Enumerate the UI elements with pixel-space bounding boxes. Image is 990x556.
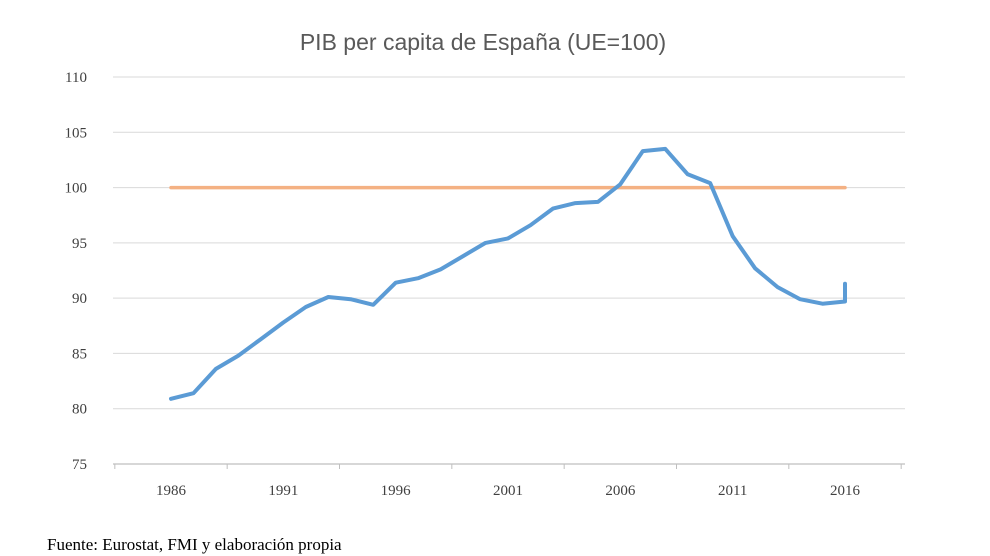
x-tick-label: 2011	[718, 483, 747, 499]
y-tick-label: 75	[72, 457, 87, 473]
x-tick-label: 1986	[156, 483, 187, 499]
source-note: Fuente: Eurostat, FMI y elaboración prop…	[47, 535, 342, 554]
chart-container: PIB per capita de España (UE=100) 75 80 85…	[47, 20, 957, 525]
y-tick-label: 110	[65, 70, 87, 86]
x-tick-label: 2006	[605, 483, 636, 499]
series-line-pib	[169, 146, 847, 401]
series-lines	[169, 146, 847, 401]
x-tick-labels: 1986 1991 1996 2001 2006 2011 2016	[156, 483, 861, 499]
y-tick-label: 95	[72, 236, 87, 252]
x-tick-label: 2001	[493, 483, 523, 499]
x-axis	[113, 463, 905, 469]
y-tick-label: 80	[72, 402, 87, 418]
y-tick-label: 105	[65, 125, 88, 141]
y-tick-label: 85	[72, 346, 87, 362]
y-tick-label: 100	[65, 181, 88, 197]
x-tick-label: 1996	[381, 483, 412, 499]
y-tick-labels: 75 80 85 90 95 100 105 110	[65, 70, 88, 473]
y-tick-label: 90	[72, 291, 87, 307]
chart-title: PIB per capita de España (UE=100)	[300, 29, 666, 55]
x-tick-label: 1991	[268, 483, 298, 499]
x-tick-label: 2016	[830, 483, 861, 499]
line-chart: PIB per capita de España (UE=100) 75 80 85…	[65, 29, 905, 499]
